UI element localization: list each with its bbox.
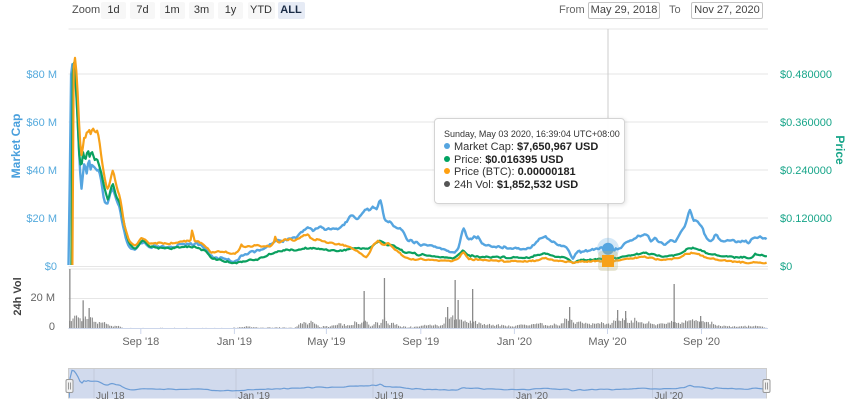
svg-text:Jan '19: Jan '19 [238,391,270,400]
svg-text:Sep '18: Sep '18 [122,336,159,348]
svg-text:$0.120000: $0.120000 [780,213,832,225]
svg-text:$0.480000: $0.480000 [780,69,832,81]
svg-text:$0.240000: $0.240000 [780,165,832,177]
svg-text:$40 M: $40 M [26,165,57,177]
svg-text:$0: $0 [45,261,57,273]
svg-text:20 M: 20 M [31,292,55,304]
svg-text:Sep '20: Sep '20 [683,336,720,348]
svg-text:$0: $0 [780,261,792,273]
svg-text:May '20: May '20 [588,336,626,348]
svg-text:Jul '20: Jul '20 [655,391,684,400]
svg-text:24h Vol: 24h Vol [12,277,24,315]
svg-text:0: 0 [49,321,55,333]
svg-text:Jul '18: Jul '18 [96,391,125,400]
svg-text:Jul '19: Jul '19 [375,391,404,400]
svg-text:$60 M: $60 M [26,117,57,129]
svg-text:Jan '19: Jan '19 [217,336,252,348]
svg-text:$80 M: $80 M [26,69,57,81]
svg-text:Jan '20: Jan '20 [516,391,548,400]
svg-text:Jan '20: Jan '20 [497,336,532,348]
svg-text:$20 M: $20 M [26,213,57,225]
svg-text:May '19: May '19 [307,336,345,348]
svg-text:Sep '19: Sep '19 [402,336,439,348]
svg-text:$0.360000: $0.360000 [780,117,832,129]
svg-text:Price: Price [833,135,847,165]
svg-text:Market Cap: Market Cap [9,114,23,179]
